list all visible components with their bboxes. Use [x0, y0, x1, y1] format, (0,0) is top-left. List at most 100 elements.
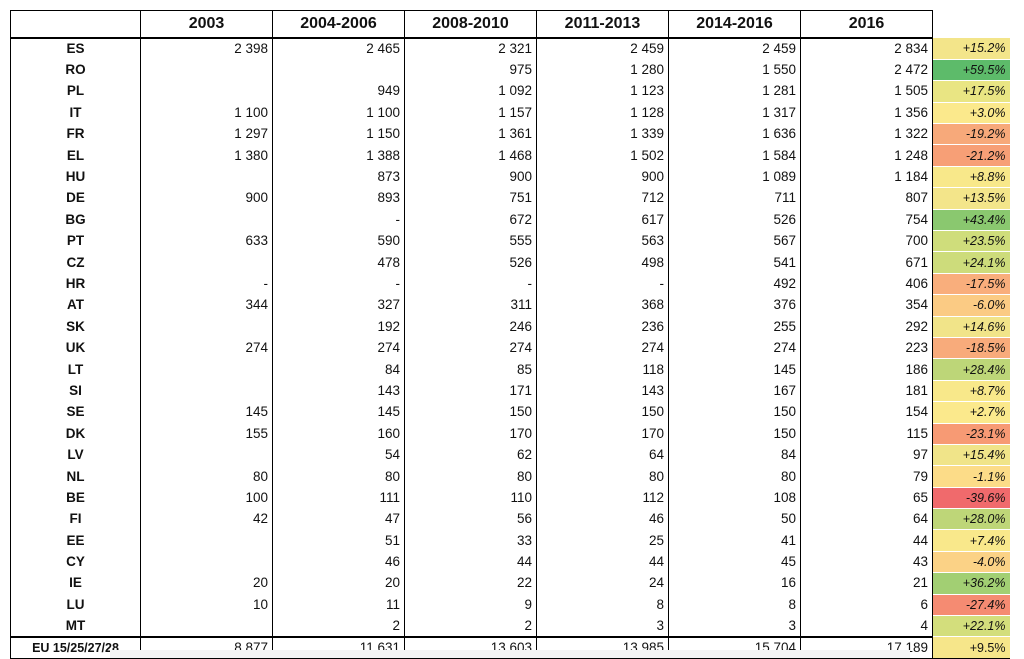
value-cell: 344	[140, 294, 273, 317]
change-cell: -4.0%	[932, 551, 1010, 574]
value-cell: 2	[272, 615, 405, 637]
value-cell: 1 280	[536, 59, 669, 81]
value-cell: 2 321	[404, 38, 537, 60]
change-cell: +22.1%	[932, 615, 1010, 638]
value-cell: 1 361	[404, 123, 537, 145]
value-cell: 1 388	[272, 144, 405, 167]
value-cell: 1 281	[668, 80, 801, 103]
value-cell: 1 092	[404, 80, 537, 103]
value-cell: 873	[272, 166, 405, 188]
country-code: NL	[10, 465, 141, 488]
value-cell: 1 248	[800, 144, 933, 167]
value-cell: 1 584	[668, 144, 801, 167]
value-cell: 498	[536, 251, 669, 274]
value-cell: 354	[800, 294, 933, 317]
value-cell: 541	[668, 251, 801, 274]
value-cell: 8	[668, 594, 801, 616]
table-row: BE 100 111 110 112 108 65 -39.6%	[10, 487, 1010, 510]
value-cell: 1 550	[668, 59, 801, 81]
value-cell: 112	[536, 487, 669, 509]
header-country	[10, 10, 141, 39]
change-cell: +14.6%	[932, 316, 1010, 338]
value-cell: 42	[140, 508, 273, 530]
value-cell: 1 157	[404, 102, 537, 124]
value-cell: 64	[536, 444, 669, 466]
country-code: RO	[10, 59, 141, 81]
value-cell: 44	[536, 551, 669, 573]
value-cell: 292	[800, 316, 933, 338]
value-cell: -	[140, 273, 273, 295]
change-cell: +2.7%	[932, 401, 1010, 424]
change-cell: +8.7%	[932, 380, 1010, 403]
value-cell: 56	[404, 508, 537, 530]
value-cell	[140, 166, 273, 188]
value-cell: 376	[668, 294, 801, 317]
value-cell: 2	[404, 615, 537, 637]
value-cell: -	[272, 273, 405, 295]
value-cell: 80	[140, 465, 273, 488]
value-cell: 150	[668, 423, 801, 445]
value-cell: 11	[272, 594, 405, 616]
table-row: CZ 478 526 498 541 671 +24.1%	[10, 251, 1010, 274]
value-cell: 85	[404, 358, 537, 381]
value-cell: -	[272, 209, 405, 231]
value-cell: 44	[800, 529, 933, 552]
header-change	[933, 11, 1010, 39]
value-cell: 10	[140, 594, 273, 616]
country-code: CZ	[10, 251, 141, 274]
value-cell: 807	[800, 187, 933, 210]
value-cell: 80	[536, 465, 669, 488]
value-cell: 223	[800, 337, 933, 359]
change-cell: +13.5%	[932, 187, 1010, 210]
value-cell: 145	[272, 401, 405, 424]
change-cell: +36.2%	[932, 572, 1010, 595]
value-cell: 900	[536, 166, 669, 188]
value-cell: 150	[536, 401, 669, 424]
table-row: DK 155 160 170 170 150 115 -23.1%	[10, 423, 1010, 445]
value-cell: 47	[272, 508, 405, 530]
value-cell	[140, 380, 273, 402]
value-cell: 160	[272, 423, 405, 445]
value-cell: 274	[140, 337, 273, 359]
value-cell: 145	[140, 401, 273, 424]
value-cell: 246	[404, 316, 537, 338]
change-cell: +15.2%	[932, 38, 1010, 60]
value-cell: 62	[404, 444, 537, 466]
change-cell: +15.4%	[932, 444, 1010, 467]
country-code: PL	[10, 80, 141, 103]
header-2014-2016: 2014-2016	[668, 10, 801, 39]
country-code: IE	[10, 572, 141, 595]
value-cell: 368	[536, 294, 669, 317]
value-cell: 1 100	[272, 102, 405, 124]
value-cell: 20	[272, 572, 405, 595]
value-cell: 44	[404, 551, 537, 573]
change-cell: -39.6%	[932, 487, 1010, 510]
value-cell: 111	[272, 487, 405, 509]
value-cell: 143	[272, 380, 405, 402]
value-cell: 1 636	[668, 123, 801, 145]
table-row: BG -672 617 526 754 +43.4%	[10, 209, 1010, 232]
value-cell: 21	[800, 572, 933, 595]
header-2004-2006: 2004-2006	[272, 10, 405, 39]
value-cell: 143	[536, 380, 669, 402]
value-cell	[140, 59, 273, 81]
country-code: MT	[10, 615, 141, 637]
country-code: DK	[10, 423, 141, 445]
table-row: LU 10 11 9 8 8 6 -27.4%	[10, 594, 1010, 617]
table-row: PL 949 1 092 1 123 1 281 1 505 +17.5%	[10, 80, 1010, 103]
value-cell: 2 834	[800, 38, 933, 60]
value-cell: 115	[800, 423, 933, 445]
country-code: BE	[10, 487, 141, 509]
table-row: ES 2 398 2 465 2 321 2 459 2 459 2 834 +15.2%	[10, 38, 1010, 60]
value-cell: 65	[800, 487, 933, 509]
value-cell: 24	[536, 572, 669, 595]
value-cell: 33	[404, 529, 537, 552]
change-cell: +9.5%	[932, 636, 1010, 659]
change-cell: +43.4%	[932, 209, 1010, 232]
value-cell: 145	[668, 358, 801, 381]
value-cell: 633	[140, 230, 273, 252]
change-cell: +8.8%	[932, 166, 1010, 189]
change-cell: +59.5%	[932, 59, 1010, 82]
header-2016: 2016	[800, 10, 933, 39]
value-cell: 84	[668, 444, 801, 466]
